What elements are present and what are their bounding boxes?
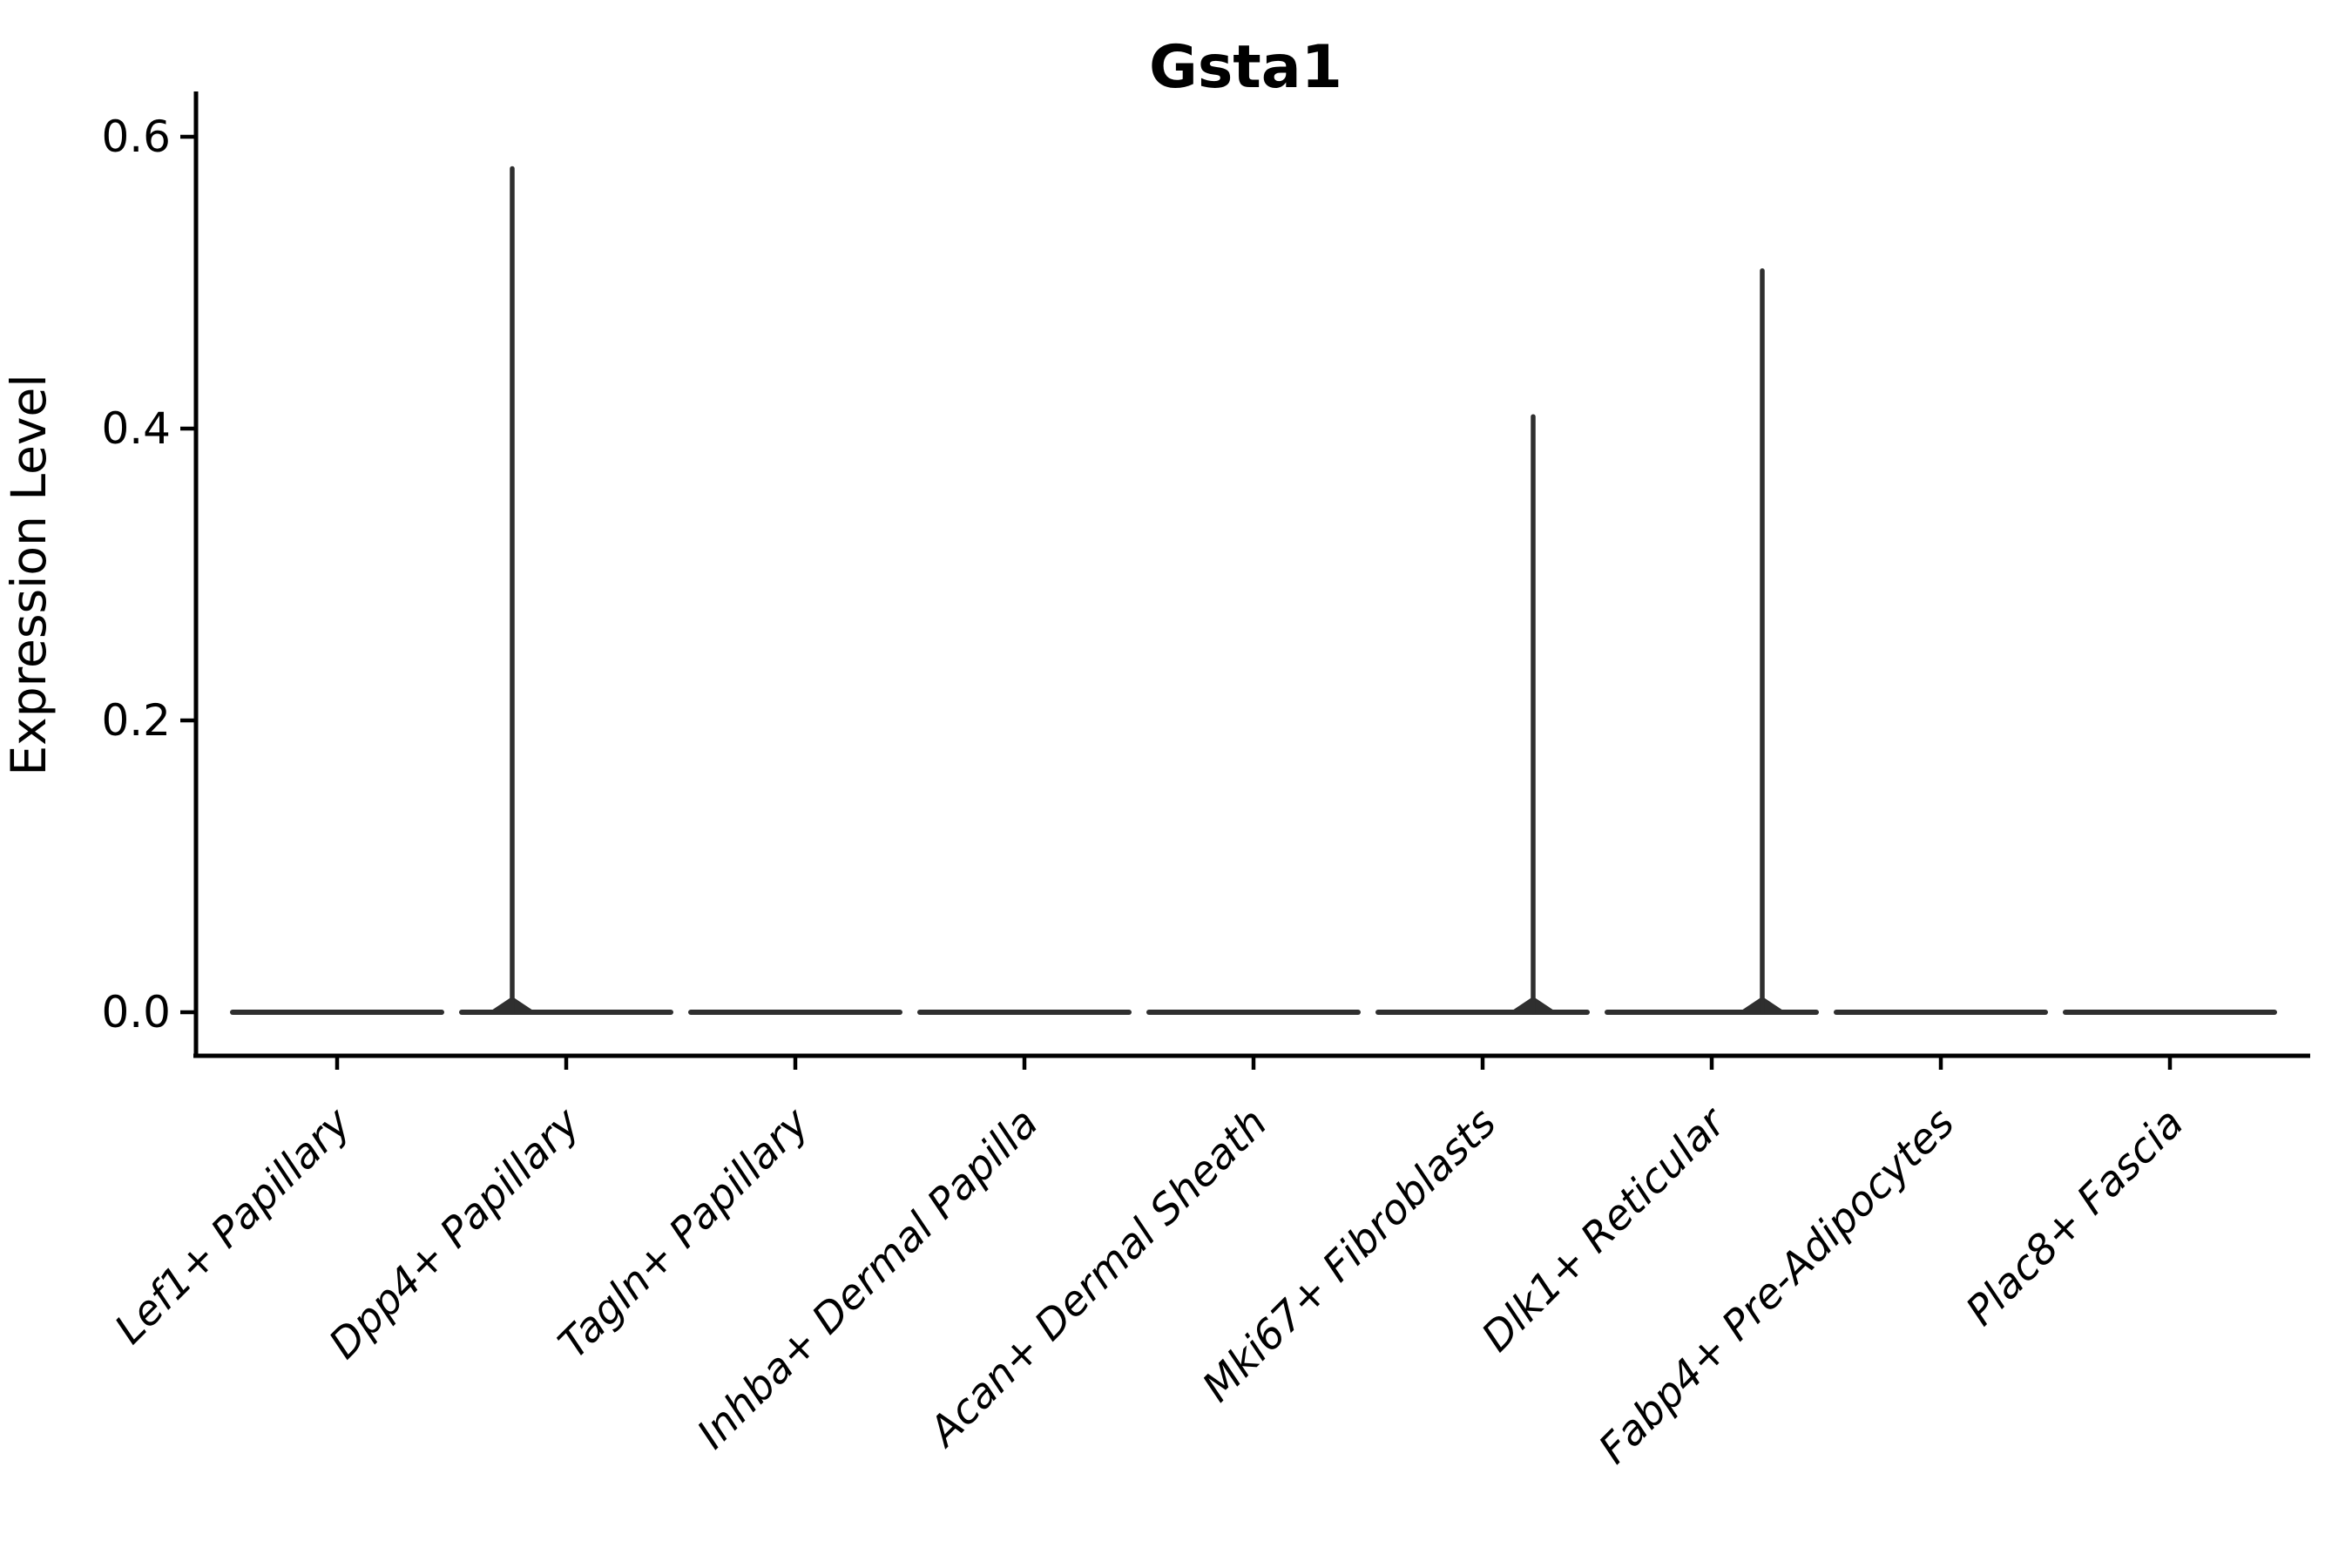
violin-7 bbox=[1605, 268, 1819, 1015]
y-tick-label: 0.0 bbox=[101, 987, 171, 1037]
y-tick-label: 0.2 bbox=[101, 695, 171, 746]
y-tick-label: 0.4 bbox=[101, 403, 171, 454]
violin-6 bbox=[1375, 414, 1590, 1015]
y-axis-title: Expression Level bbox=[1, 374, 57, 775]
y-axis-ticks: 0.0 0.2 0.4 0.6 bbox=[101, 112, 196, 1037]
violin-2 bbox=[459, 166, 673, 1015]
y-axis: 0.0 0.2 0.4 0.6 Expression Level bbox=[1, 91, 199, 1058]
violins-group bbox=[230, 166, 2277, 1015]
chart-title: Gsta1 bbox=[1149, 33, 1342, 102]
y-tick-label: 0.6 bbox=[101, 112, 171, 162]
